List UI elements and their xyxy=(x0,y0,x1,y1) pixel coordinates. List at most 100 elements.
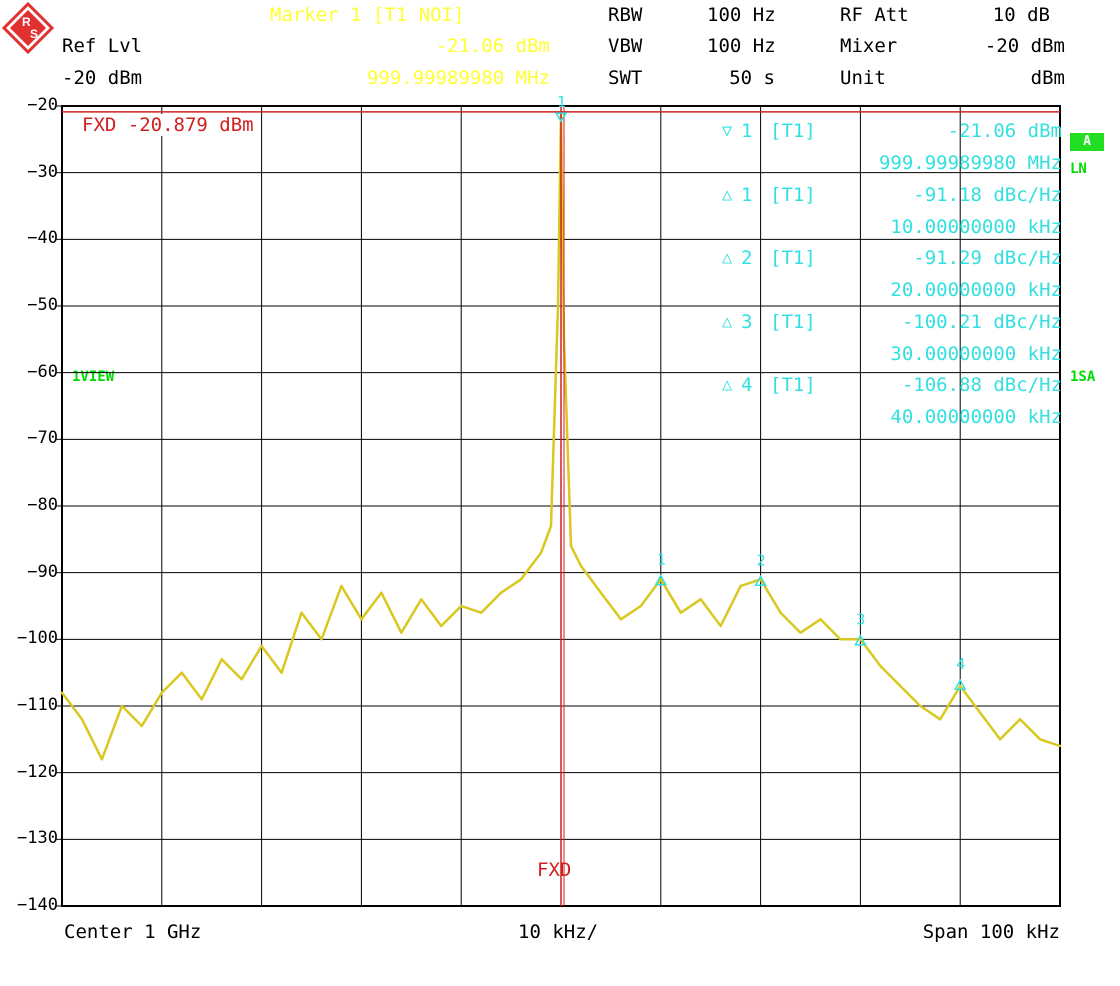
trace-point xyxy=(1018,718,1022,721)
trace-point xyxy=(460,604,463,608)
y-tick-label: −140 xyxy=(17,895,58,915)
vbw-value: 100 Hz xyxy=(707,35,776,57)
trace-point xyxy=(539,551,543,554)
frequency-per-division: 10 kHz/ xyxy=(518,921,599,943)
trace-point xyxy=(400,631,403,634)
trace-point xyxy=(959,684,962,688)
trace-point xyxy=(240,678,243,681)
trace-point xyxy=(699,598,702,601)
trace-point xyxy=(998,738,1002,741)
marker-1-symbol xyxy=(554,112,568,123)
y-tick-label: −40 xyxy=(27,228,58,249)
fxd-marker-label: FXD xyxy=(537,859,572,881)
marker-trace: [T1] xyxy=(770,374,816,396)
svg-text:S: S xyxy=(30,27,38,41)
marker-frequency-readout: 20.00000000 kHz xyxy=(890,279,1062,301)
rbw-label: RBW xyxy=(608,4,643,26)
marker-trace: [T1] xyxy=(770,310,816,333)
trace-point xyxy=(919,704,922,708)
fxd-level-label: FXD -20.879 dBm xyxy=(80,114,256,136)
marker-number: 4 xyxy=(741,374,753,396)
trace-point xyxy=(719,624,722,628)
marker-number: 3 xyxy=(741,310,753,333)
marker-1-label: 1 xyxy=(557,93,566,111)
marker-symbol-icon: △ xyxy=(722,375,733,395)
trace-point xyxy=(100,758,104,761)
trace-point xyxy=(579,564,583,568)
marker-number: 1 xyxy=(741,120,753,142)
marker-title: Marker 1 [T1 NOI] xyxy=(270,4,465,26)
trace-point xyxy=(939,718,942,721)
trace-point xyxy=(1058,744,1062,748)
trace-point xyxy=(659,578,662,581)
trace-point xyxy=(280,671,283,674)
unit-label: Unit xyxy=(840,67,886,89)
rf-att-label: RF Att xyxy=(840,4,909,26)
marker-value: -100.21 dBc/Hz xyxy=(901,310,1062,333)
marker-symbol-icon: △ xyxy=(722,248,733,268)
trace-point xyxy=(80,718,84,721)
y-tick-label: −120 xyxy=(17,761,58,782)
trace-point xyxy=(679,611,682,614)
y-tick-label: −80 xyxy=(27,495,58,515)
trace-point xyxy=(779,611,782,614)
trace-point xyxy=(619,618,623,621)
rbw-value: 100 Hz xyxy=(707,4,776,26)
trace-point xyxy=(899,684,902,688)
y-tick-label: −20 xyxy=(27,95,58,115)
y-tick-label: −70 xyxy=(27,428,58,449)
y-tick-label: −60 xyxy=(27,361,58,382)
mixer-label: Mixer xyxy=(840,35,898,57)
y-tick-label: −100 xyxy=(17,628,58,649)
y-tick-label: −130 xyxy=(17,828,58,849)
trace-point xyxy=(360,618,363,621)
trace-point xyxy=(420,598,423,601)
rs-logo: R S xyxy=(1,1,55,55)
marker-level: -21.06 dBm xyxy=(435,35,550,57)
trace-point xyxy=(260,644,263,648)
trace-point xyxy=(978,711,982,714)
delta-marker-3-symbol xyxy=(854,634,867,646)
trace-point xyxy=(120,704,124,708)
marker-frequency: 999.99989980 MHz xyxy=(366,67,550,89)
y-tick-label: −90 xyxy=(27,561,58,582)
trace-point xyxy=(160,691,163,694)
trace-point xyxy=(440,624,443,628)
rf-att-value: 10 dB xyxy=(992,4,1050,26)
delta-marker-1-label: 1 xyxy=(657,551,666,569)
trace-point xyxy=(839,638,842,641)
y-tick-label: −30 xyxy=(27,161,58,182)
trace-point xyxy=(60,691,64,694)
marker-frequency-readout: 40.00000000 kHz xyxy=(890,406,1062,428)
marker-value: -91.29 dBc/Hz xyxy=(913,247,1062,269)
trace-point xyxy=(549,524,553,528)
trace-point xyxy=(320,638,323,641)
delta-marker-2-symbol xyxy=(754,574,767,587)
trace-point xyxy=(519,578,523,581)
trace-point xyxy=(859,638,862,641)
delta-marker-2-label: 2 xyxy=(757,551,766,569)
trace-point xyxy=(180,671,183,674)
unit-value: dBm xyxy=(1030,67,1065,89)
ref-level-label: Ref Lvl xyxy=(62,35,143,57)
trace-point xyxy=(879,664,882,668)
trace-point xyxy=(200,698,203,701)
marker-frequency-readout: 999.99989980 MHz xyxy=(878,152,1062,174)
svg-text:R: R xyxy=(22,15,31,29)
delta-marker-4-label: 4 xyxy=(956,655,965,673)
marker-trace: [T1] xyxy=(770,183,816,206)
marker-trace: [T1] xyxy=(770,247,816,269)
delta-marker-1-symbol xyxy=(654,573,668,586)
swt-value: 50 s xyxy=(729,67,775,89)
trace-point xyxy=(499,591,503,594)
trace-point xyxy=(1038,738,1042,741)
marker-value: -91.18 dBc/Hz xyxy=(913,183,1062,206)
trace-point xyxy=(340,584,343,588)
trace-point xyxy=(556,304,560,308)
trace-point xyxy=(739,584,742,588)
sa-indicator: 1SA xyxy=(1070,369,1096,385)
trace-point xyxy=(479,611,483,614)
marker-value: -21.06 dBm xyxy=(947,120,1062,142)
trace-point xyxy=(300,611,303,614)
